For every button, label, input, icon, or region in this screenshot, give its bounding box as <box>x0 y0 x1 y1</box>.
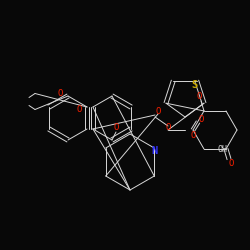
Text: O: O <box>190 130 196 140</box>
Text: S: S <box>192 80 198 90</box>
Text: O: O <box>198 116 204 124</box>
Text: O: O <box>113 124 119 132</box>
Text: OH: OH <box>218 144 228 154</box>
Text: O: O <box>165 124 171 132</box>
Text: O: O <box>196 92 202 102</box>
Text: N: N <box>151 146 157 156</box>
Text: O: O <box>228 158 234 168</box>
Text: O: O <box>155 108 161 116</box>
Text: O: O <box>57 90 63 98</box>
Text: O: O <box>76 104 82 114</box>
